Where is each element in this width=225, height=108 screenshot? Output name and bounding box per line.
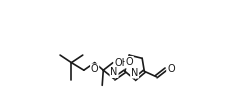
Text: OH: OH xyxy=(114,58,128,68)
Text: N: N xyxy=(130,68,138,78)
Text: O: O xyxy=(90,64,98,74)
Text: O: O xyxy=(166,64,174,74)
Text: N: N xyxy=(110,67,117,77)
Text: O: O xyxy=(125,57,133,67)
